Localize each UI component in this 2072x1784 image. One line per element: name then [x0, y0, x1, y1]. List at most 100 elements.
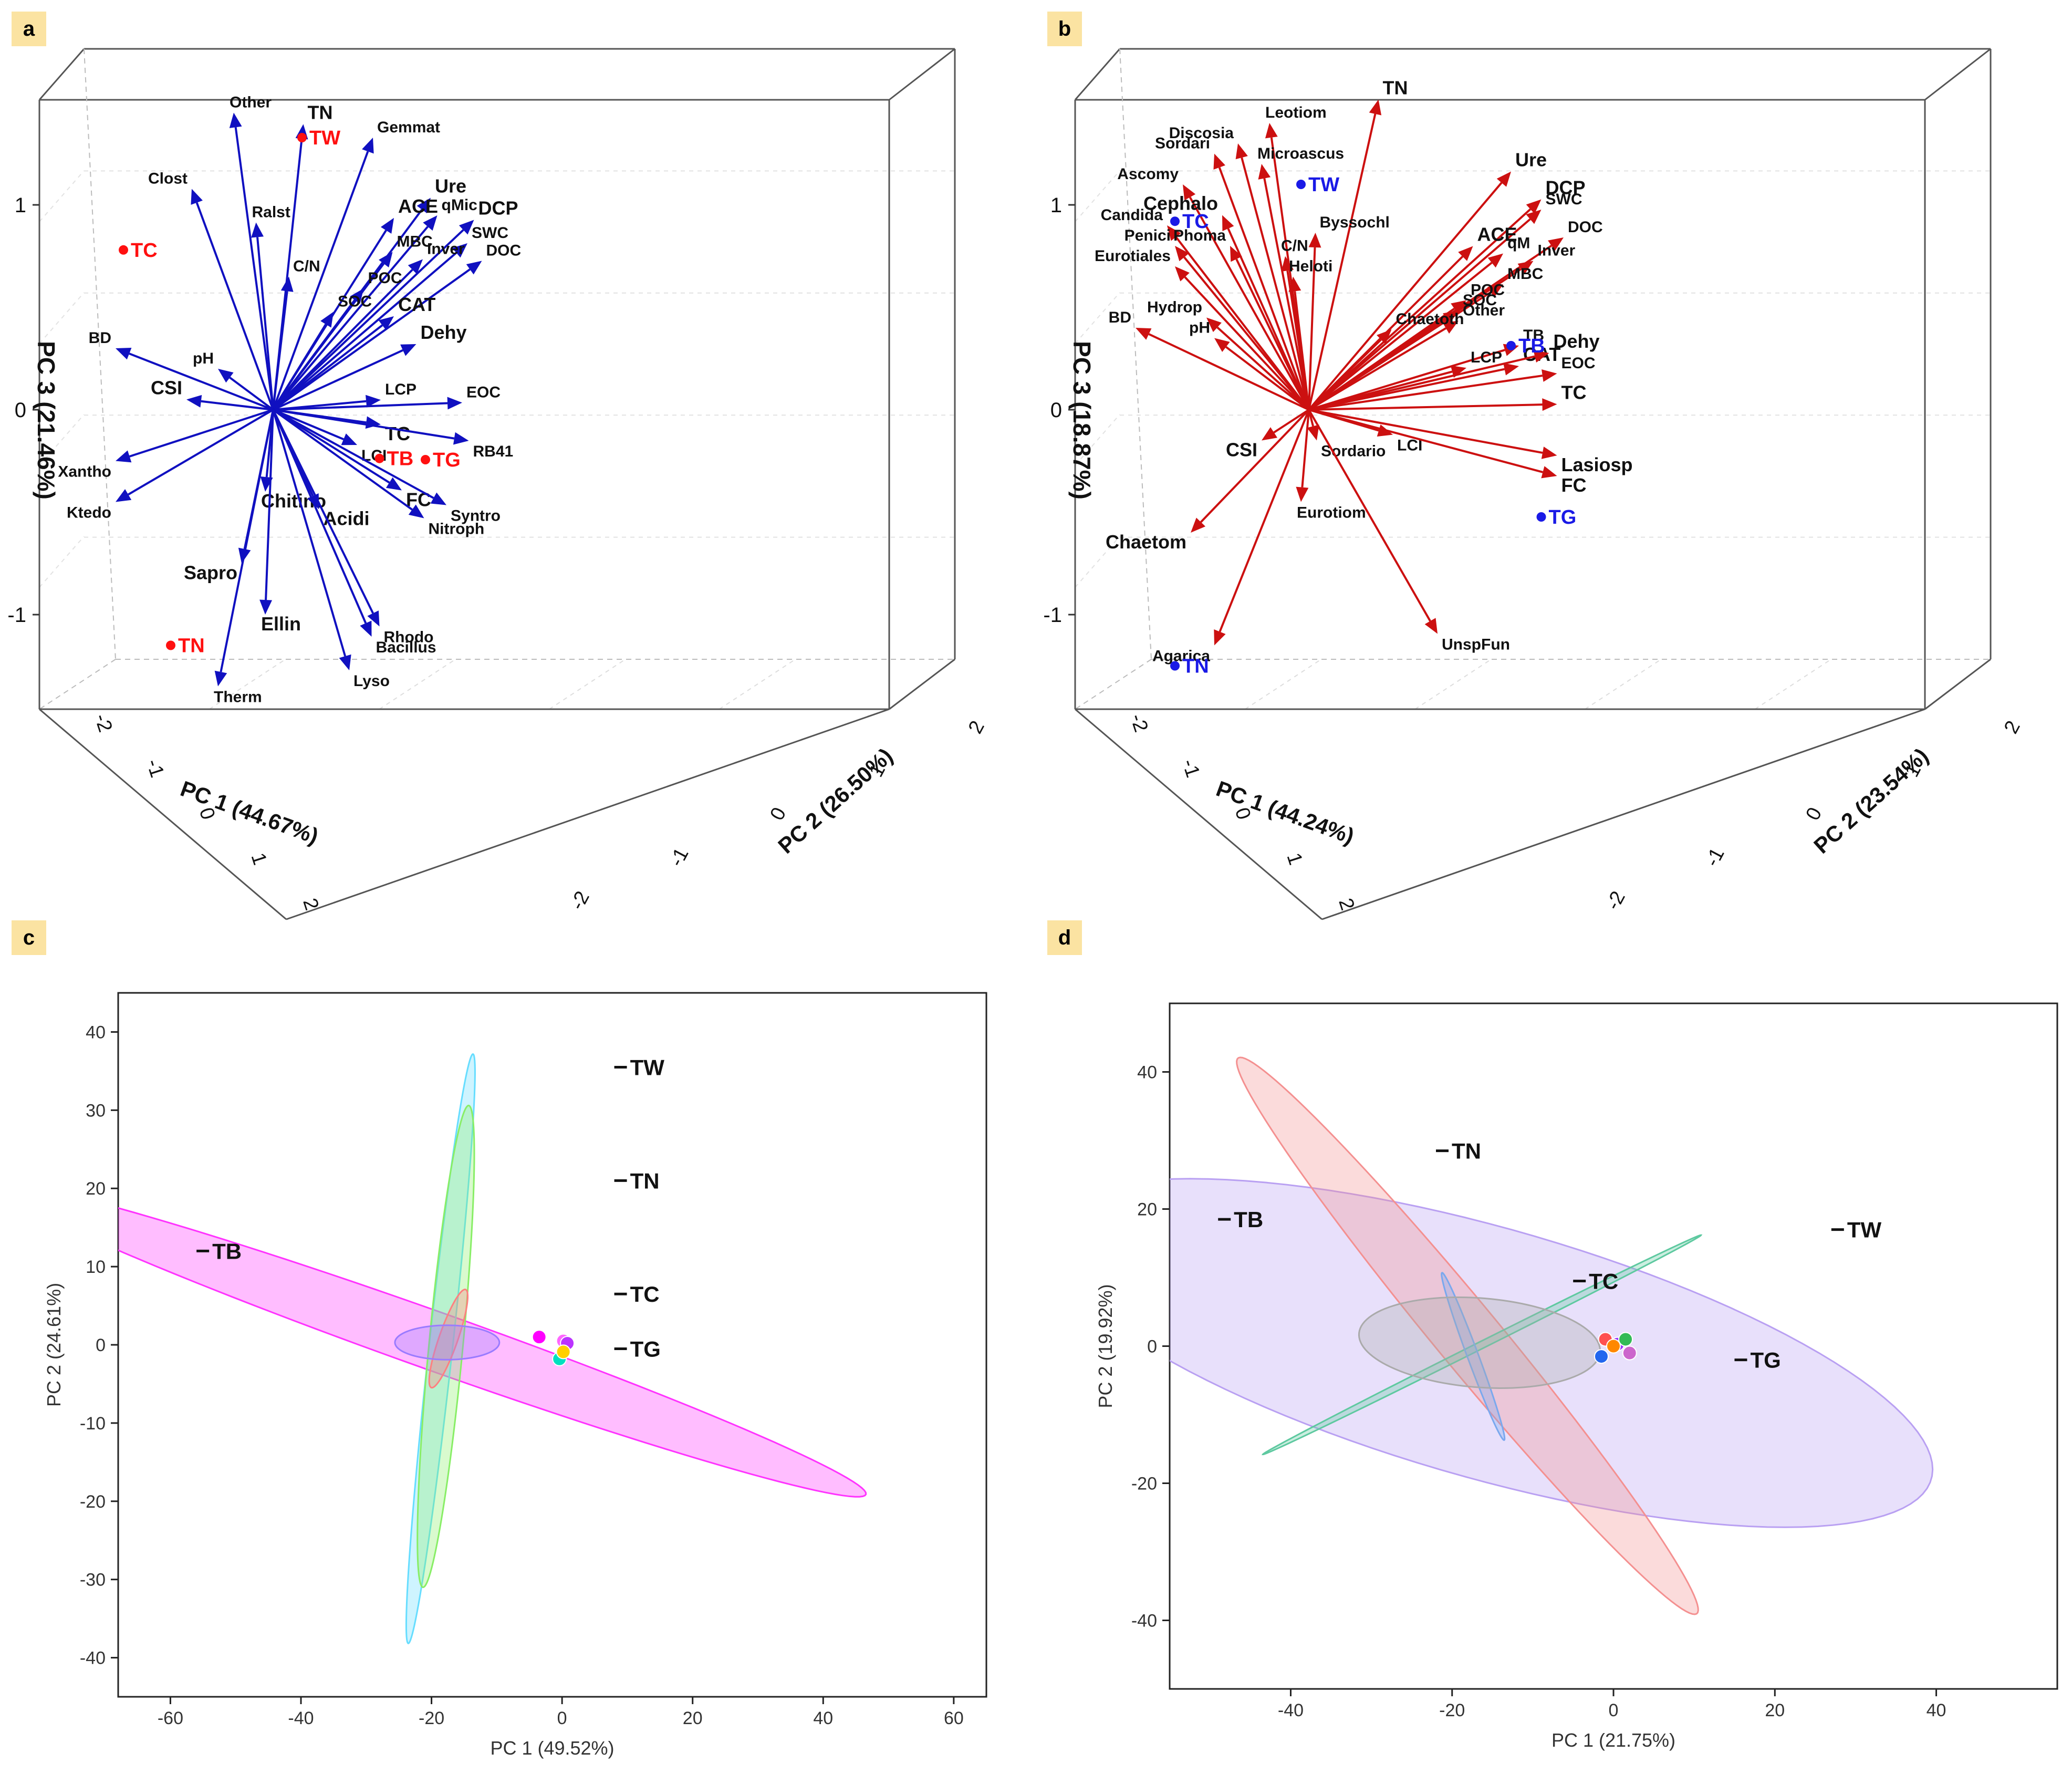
sample-point: [1622, 1345, 1637, 1361]
loading-arrow-csi: [1273, 409, 1310, 433]
loading-label-sordario: Sordario: [1321, 443, 1386, 460]
x-tick-label: 20: [683, 1708, 703, 1728]
box-edge: [1924, 658, 1991, 710]
arrow-head-bacillus: [360, 620, 372, 637]
loading-label-lcp: LCP: [1471, 349, 1502, 366]
sample-point-tb: [374, 453, 384, 463]
x-tick-label: -20: [1439, 1700, 1465, 1720]
loading-label-poc: POC: [1471, 282, 1505, 299]
arrow-head-rb41: [453, 432, 469, 445]
loading-label-ure: Ure: [1515, 149, 1547, 171]
pc2-tick-label: 0: [1802, 804, 1826, 824]
x-tick-label: 40: [813, 1708, 833, 1728]
floor-grid-line: [209, 659, 286, 710]
box-edge: [889, 658, 955, 710]
floor-grid-line: [1414, 659, 1492, 710]
pc3-ticks: -1 0 1: [7, 194, 39, 627]
arrow-head-ralst: [251, 222, 264, 238]
sample-label-tb: TB: [387, 448, 414, 470]
loading-arrow-bacillus: [272, 409, 367, 624]
loading-arrow-hydrop: [1216, 326, 1310, 411]
x-axis-label: PC 1 (49.52%): [490, 1737, 614, 1759]
loading-arrow-eurotiom: [1301, 409, 1310, 488]
sample-label-tg: TG: [433, 449, 461, 471]
sample-point-tn: [166, 640, 175, 650]
side-wall-grid-line: [39, 536, 85, 588]
loading-arrow-ph: [1225, 346, 1310, 411]
loading-arrow-byssochl: [1308, 247, 1316, 410]
loading-label-agarica: Agarica: [1152, 648, 1210, 665]
loading-arrow-lci: [273, 409, 344, 441]
arrow-head-doc: [1548, 237, 1564, 251]
sample-point-tw: [1296, 180, 1306, 189]
arrow-head-candida: [1167, 225, 1181, 241]
y-tick-label: -10: [80, 1414, 106, 1434]
loading-arrow-inver: [272, 268, 413, 411]
loading-label-csi: CSI: [151, 377, 182, 399]
arrow-head-soc: [320, 312, 334, 328]
x-tick-label: -40: [1278, 1700, 1304, 1720]
box-edge: [39, 659, 116, 710]
ellipse-tb: [1170, 1178, 1934, 1528]
group-label-tg: TG: [1750, 1348, 1781, 1373]
loading-label-microascus: Microascus: [1257, 145, 1344, 162]
ellipse-tw: [1261, 1234, 1703, 1456]
arrow-head-other: [1442, 320, 1459, 334]
loading-arrow-therm: [220, 409, 274, 672]
y-tick-label: 40: [86, 1022, 106, 1042]
loading-label-sapro: Sapro: [184, 562, 237, 584]
y-axis-label: PC 2 (24.61%): [43, 1283, 65, 1407]
arrow-head-hydrop: [1206, 317, 1222, 333]
arrow-head-ph: [1214, 338, 1230, 352]
pc1-axis-line: [1075, 708, 1323, 920]
loading-arrow-chaetoth: [1308, 339, 1382, 411]
loading-arrow-cat: [272, 324, 383, 411]
box-edge: [38, 48, 85, 100]
loading-arrow-qm: [1308, 262, 1493, 411]
y-axis-label: PC 2 (19.92%): [1095, 1284, 1116, 1408]
arrow-head-chaetoth: [1377, 329, 1392, 345]
axes-box: [1074, 48, 1992, 920]
arrow-head-ure: [417, 198, 431, 214]
x-tick-label: 0: [1609, 1700, 1619, 1720]
arrow-head-poc: [1451, 300, 1466, 314]
box-edge: [1119, 48, 1152, 660]
loading-label-heloti: Heloti: [1289, 258, 1332, 275]
x-ticks: -60 -40 -20 0 20 40 60: [158, 1697, 964, 1728]
loading-label-ure: Ure: [435, 175, 466, 197]
loading-arrow-fc: [1308, 409, 1543, 473]
loading-label-dcp: DCP: [1546, 177, 1586, 199]
arrow-head-fc: [1541, 466, 1557, 479]
pc3-axis-label: PC 3 (18.87%): [1068, 341, 1096, 500]
loading-label-eoc: EOC: [1561, 355, 1596, 372]
loading-arrow-dehy: [1308, 355, 1535, 411]
pc3-tick-label: -1: [1043, 604, 1062, 627]
loading-arrow-poc: [272, 299, 356, 411]
arrow-head-inver: [1517, 261, 1534, 274]
arrow-head-eoc: [447, 397, 462, 410]
pc1-tick-label: -1: [1178, 756, 1204, 780]
side-wall-grid-line: [1075, 292, 1120, 344]
group-label-tn: TN: [1452, 1139, 1481, 1164]
arrow-head-gemmat: [362, 138, 374, 154]
loading-label-chaetoth: Chaetoth: [1396, 310, 1464, 328]
y-tick-label: 30: [86, 1101, 106, 1121]
arrow-head-inver: [408, 259, 423, 274]
y-tick-label: 40: [1137, 1063, 1157, 1083]
pc2-axis-label: PC 2 (23.54%): [1809, 743, 1933, 858]
side-wall-grid-line: [1075, 536, 1120, 588]
panel-b: b -1 0 1 -2 -1 0 1 2 -2 -1 0 1 2 PC 3 (18.87%) PC 1 (4…: [1036, 0, 2072, 920]
loading-label-eurotiales: Eurotiales: [1095, 247, 1171, 265]
arrow-head-doc: [466, 261, 482, 275]
loading-label-inver: Inver: [427, 241, 465, 258]
loading-label-lyso: Lyso: [353, 672, 390, 690]
loading-label-other: Other: [1463, 302, 1505, 319]
loading-label-sordari: Sordari: [1155, 135, 1210, 152]
panel-d: d TB TN TW TC TG -40 -20 0 20 40 -40 -20 0 20 40 PC 1 (…: [1036, 914, 2072, 1784]
floor-grid-line: [1245, 659, 1322, 710]
loading-label-doc: DOC: [486, 242, 522, 260]
